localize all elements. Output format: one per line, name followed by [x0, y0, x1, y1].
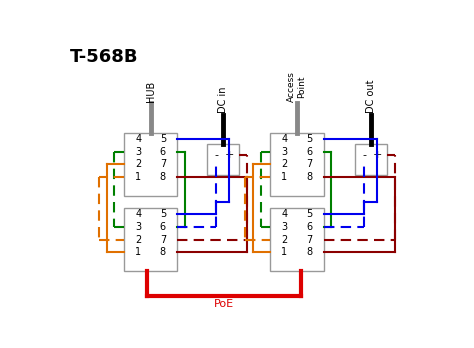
Text: 4: 4	[282, 134, 288, 144]
Bar	[124, 208, 177, 271]
Text: 8: 8	[160, 247, 166, 257]
Bar	[270, 133, 324, 196]
Text: +: +	[225, 150, 234, 160]
Bar	[124, 133, 177, 196]
Text: +: +	[373, 150, 382, 160]
Text: 3: 3	[135, 222, 141, 232]
Text: 1: 1	[282, 247, 288, 257]
Bar	[270, 208, 324, 271]
Text: PoE: PoE	[214, 299, 234, 309]
Text: 4: 4	[135, 209, 141, 219]
Text: DC out: DC out	[366, 80, 376, 113]
Text: 8: 8	[306, 172, 312, 182]
Text: 3: 3	[135, 147, 141, 157]
Text: 5: 5	[306, 134, 312, 144]
Text: 1: 1	[135, 172, 141, 182]
Text: T-568B: T-568B	[70, 48, 138, 66]
Text: 5: 5	[306, 209, 312, 219]
Text: 6: 6	[306, 147, 312, 157]
Text: 7: 7	[306, 235, 312, 245]
Text: DC in: DC in	[218, 87, 228, 113]
Text: 2: 2	[281, 235, 288, 245]
Text: 4: 4	[282, 209, 288, 219]
Text: HUB: HUB	[146, 81, 155, 102]
Text: 1: 1	[135, 247, 141, 257]
Text: Access
Point: Access Point	[287, 71, 307, 102]
Bar	[355, 144, 387, 175]
Text: 2: 2	[281, 159, 288, 169]
Text: -: -	[214, 150, 219, 160]
Text: 1: 1	[282, 172, 288, 182]
Text: 7: 7	[160, 159, 166, 169]
Text: 6: 6	[160, 222, 166, 232]
Text: 7: 7	[160, 235, 166, 245]
Text: 3: 3	[282, 147, 288, 157]
Text: 8: 8	[160, 172, 166, 182]
Text: 7: 7	[306, 159, 312, 169]
Text: 2: 2	[135, 235, 141, 245]
Text: 5: 5	[160, 209, 166, 219]
Text: 2: 2	[135, 159, 141, 169]
Bar	[207, 144, 239, 175]
Text: 6: 6	[306, 222, 312, 232]
Text: 8: 8	[306, 247, 312, 257]
Text: 4: 4	[135, 134, 141, 144]
Text: 6: 6	[160, 147, 166, 157]
Text: 5: 5	[160, 134, 166, 144]
Text: -: -	[362, 150, 366, 160]
Text: 3: 3	[282, 222, 288, 232]
